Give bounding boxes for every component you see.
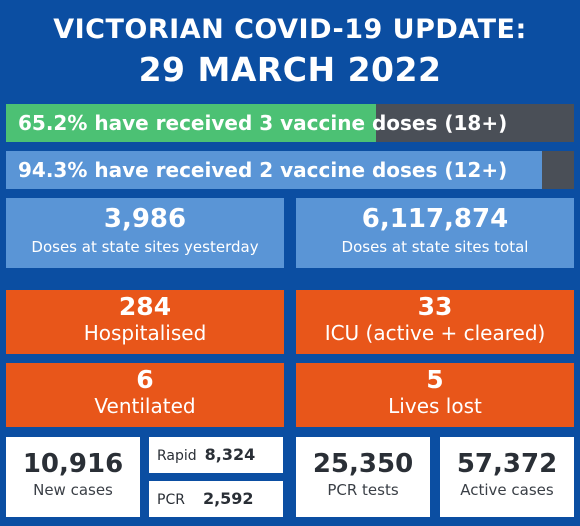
pcr-label: PCR bbox=[157, 492, 185, 508]
pcr-tests-card: 25,350 PCR tests bbox=[296, 437, 430, 517]
hospitalised-value: 284 bbox=[118, 292, 172, 321]
new-cases-label: New cases bbox=[33, 481, 113, 499]
doses-total-label: Doses at state sites total bbox=[341, 238, 529, 256]
icu-card: 33 ICU (active + cleared) bbox=[296, 290, 574, 354]
new-cases-value: 10,916 bbox=[22, 449, 124, 479]
ventilated-label: Ventilated bbox=[94, 394, 196, 418]
header-title: VICTORIAN COVID-19 UPDATE: bbox=[53, 14, 527, 45]
doses-yesterday-card: 3,986 Doses at state sites yesterday bbox=[6, 198, 284, 268]
two-dose-label: 94.3% have received 2 vaccine doses (12+… bbox=[18, 158, 508, 182]
three-dose-label: 65.2% have received 3 vaccine doses (18+… bbox=[18, 111, 508, 135]
doses-yesterday-value: 3,986 bbox=[103, 204, 187, 234]
two-dose-progress-bar: 94.3% have received 2 vaccine doses (12+… bbox=[6, 151, 574, 189]
active-cases-card: 57,372 Active cases bbox=[440, 437, 574, 517]
rapid-label: Rapid bbox=[157, 448, 197, 464]
pcr-cases-card: PCR 2,592 bbox=[149, 481, 283, 517]
two-dose-fill bbox=[6, 151, 542, 189]
pcr-tests-value: 25,350 bbox=[312, 449, 414, 479]
ventilated-card: 6 Ventilated bbox=[6, 363, 284, 427]
doses-total-value: 6,117,874 bbox=[361, 204, 509, 234]
three-dose-fill bbox=[6, 104, 377, 142]
lives-lost-label: Lives lost bbox=[388, 394, 482, 418]
header-date: 29 MARCH 2022 bbox=[138, 50, 442, 89]
doses-total-card: 6,117,874 Doses at state sites total bbox=[296, 198, 574, 268]
pcr-tests-label: PCR tests bbox=[327, 481, 399, 499]
ventilated-value: 6 bbox=[136, 365, 154, 394]
rapid-tests-card: Rapid 8,324 bbox=[149, 437, 283, 473]
active-cases-value: 57,372 bbox=[456, 449, 558, 479]
icu-label: ICU (active + cleared) bbox=[324, 321, 546, 345]
three-dose-progress-bar: 65.2% have received 3 vaccine doses (18+… bbox=[6, 104, 574, 142]
pcr-value: 2,592 bbox=[202, 489, 254, 508]
rapid-value: 8,324 bbox=[204, 445, 256, 464]
lives-lost-card: 5 Lives lost bbox=[296, 363, 574, 427]
doses-yesterday-label: Doses at state sites yesterday bbox=[31, 238, 259, 256]
hospitalised-label: Hospitalised bbox=[83, 321, 207, 345]
new-cases-card: 10,916 New cases bbox=[6, 437, 140, 517]
lives-lost-value: 5 bbox=[426, 365, 444, 394]
hospitalised-card: 284 Hospitalised bbox=[6, 290, 284, 354]
icu-value: 33 bbox=[417, 292, 453, 321]
active-cases-label: Active cases bbox=[460, 481, 554, 499]
